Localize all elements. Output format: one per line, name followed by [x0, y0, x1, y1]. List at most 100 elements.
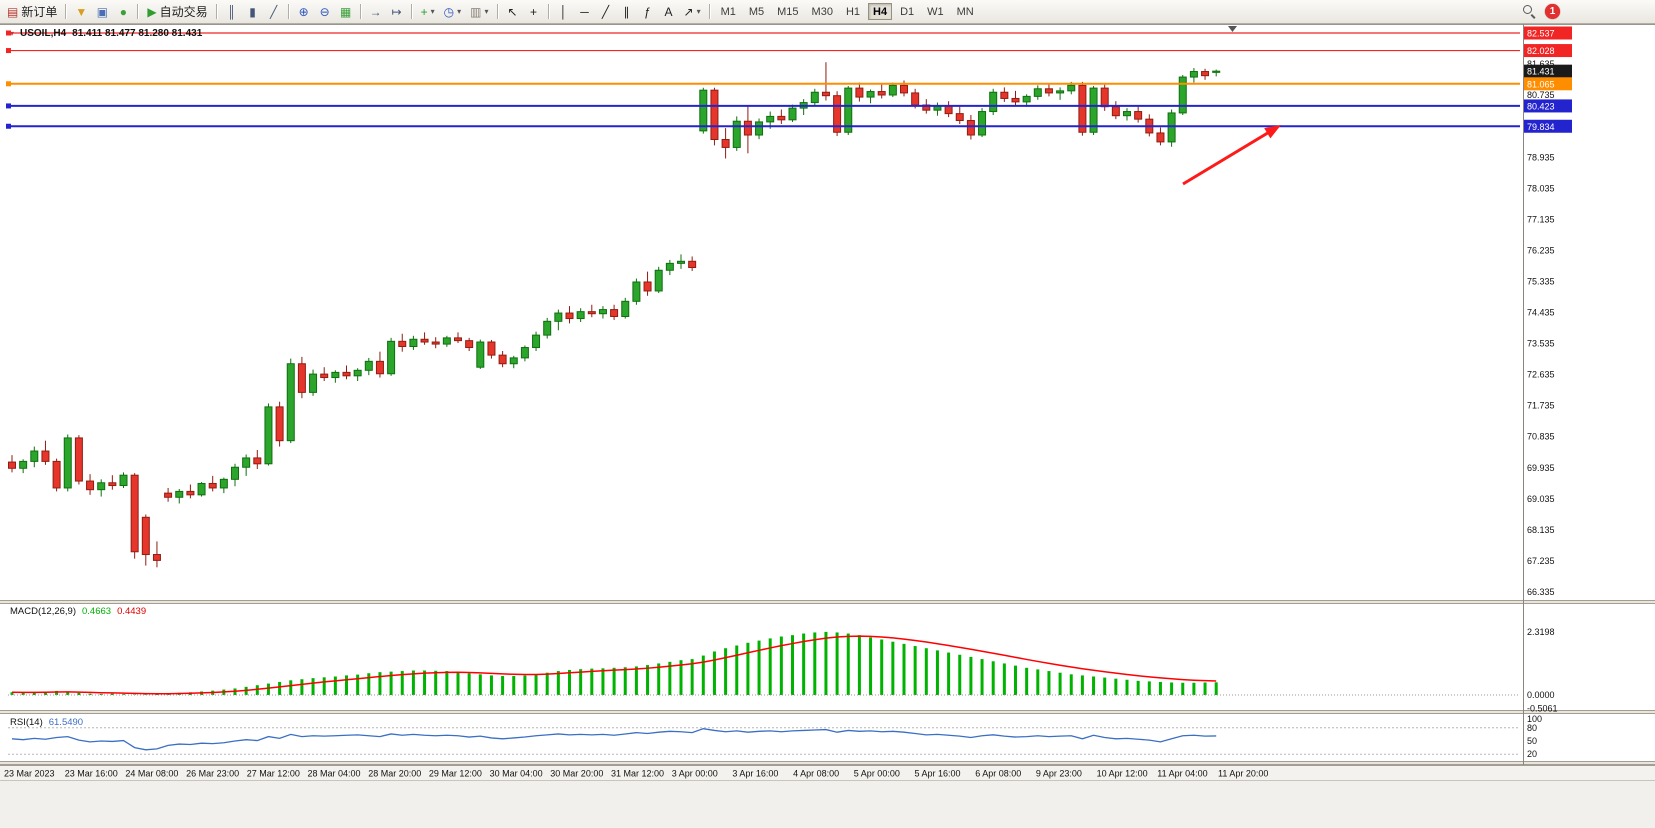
svg-text:10 Apr 12:00: 10 Apr 12:00 [1097, 769, 1148, 779]
vertical-line-icon: │ [559, 4, 568, 19]
candle [309, 373, 318, 393]
timeframe-w1-button[interactable]: W1 [922, 3, 949, 20]
line-anchor-handle[interactable] [6, 103, 11, 109]
text-button[interactable]: A [659, 2, 679, 22]
profiles-button[interactable]: ▼ [71, 2, 91, 22]
candle [888, 84, 897, 96]
candle [1167, 112, 1176, 143]
svg-text:79.834: 79.834 [1527, 122, 1555, 132]
candle [387, 340, 396, 375]
chart-canvas[interactable]: 2.3198 0.0000 -0.5061 100 80 50 20 23 Mar 2023 2… [0, 24, 1655, 780]
candle [532, 334, 541, 349]
timeframe-h1-button[interactable]: H1 [841, 3, 865, 20]
chart-shift-icon: ↦ [391, 4, 402, 19]
fibonacci-icon: ƒ [644, 4, 651, 19]
cursor-button[interactable]: ↖ [503, 2, 523, 22]
arrows-button[interactable]: ↗ ▾ [680, 2, 705, 22]
svg-text:2.3198: 2.3198 [1527, 627, 1555, 637]
candle [1067, 84, 1076, 92]
fibonacci-button[interactable]: ƒ [638, 2, 658, 22]
line-anchor-handle[interactable] [6, 81, 11, 87]
candlestick-chart-button[interactable]: ▮ [243, 2, 263, 22]
line-anchor-handle[interactable] [6, 30, 11, 36]
zoom-out-icon: ⊖ [319, 4, 330, 19]
candlestick-icon: ▮ [249, 4, 256, 19]
candle [1011, 97, 1020, 103]
svg-text:31 Mar 12:00: 31 Mar 12:00 [611, 769, 664, 779]
line-anchor-handle[interactable] [6, 123, 11, 129]
timeframe-h4-button[interactable]: H4 [868, 3, 893, 20]
candle [543, 320, 552, 336]
svg-text:71.735: 71.735 [1527, 401, 1555, 411]
timeframe-m15-button[interactable]: M15 [772, 3, 803, 20]
candle [164, 492, 173, 498]
notification-badge[interactable]: 1 [1545, 4, 1560, 19]
svg-text:5 Apr 16:00: 5 Apr 16:00 [915, 769, 961, 779]
svg-text:70.835: 70.835 [1527, 432, 1555, 442]
candle [732, 120, 741, 148]
candle [97, 482, 106, 491]
candle [1123, 111, 1131, 117]
price-tag [1524, 119, 1572, 133]
price-tag [1524, 44, 1572, 58]
zoom-in-button[interactable]: ⊕ [294, 2, 314, 22]
svg-text:11 Apr 04:00: 11 Apr 04:00 [1157, 769, 1207, 779]
svg-text:11 Apr 20:00: 11 Apr 20:00 [1218, 769, 1268, 779]
zoom-out-button[interactable]: ⊖ [315, 2, 335, 22]
toolbar-separator [547, 4, 550, 19]
candle [900, 84, 908, 94]
line-anchor-handle[interactable] [6, 48, 11, 54]
svg-text:100: 100 [1527, 714, 1542, 724]
refresh-button[interactable]: ● [113, 2, 133, 22]
candle [509, 357, 518, 365]
svg-text:0.0000: 0.0000 [1527, 690, 1555, 700]
crosshair-button[interactable]: + [524, 2, 544, 22]
channel-button[interactable]: ∥ [617, 2, 637, 22]
candle [1033, 88, 1042, 97]
chart-shift-marker[interactable] [1228, 26, 1237, 32]
candle [19, 460, 28, 469]
svg-text:28 Mar 04:00: 28 Mar 04:00 [308, 769, 361, 779]
timeframe-m1-button[interactable]: M1 [716, 3, 741, 20]
chart-window-icon: ▣ [96, 4, 109, 19]
candle [520, 347, 529, 359]
candle [264, 406, 273, 465]
candle [587, 311, 596, 315]
search-icon[interactable] [1523, 5, 1536, 18]
svg-text:73.535: 73.535 [1527, 339, 1555, 349]
svg-text:67.235: 67.235 [1527, 556, 1555, 566]
annotation-arrow[interactable] [1182, 125, 1281, 186]
auto-scroll-button[interactable]: → [366, 2, 386, 22]
svg-text:66.335: 66.335 [1527, 587, 1555, 597]
candle [554, 312, 563, 322]
line-chart-button[interactable]: ╱ [264, 2, 284, 22]
horizontal-line-button[interactable]: ─ [575, 2, 595, 22]
chart-shift-button[interactable]: ↦ [387, 2, 407, 22]
candle [487, 341, 496, 356]
candlestick-series [8, 62, 1221, 568]
candle [643, 281, 652, 292]
indicators-button[interactable]: + ▾ [417, 2, 439, 22]
svg-text:82.537: 82.537 [1527, 29, 1555, 39]
candle [598, 309, 607, 315]
candle [108, 482, 117, 487]
vertical-line-button[interactable]: │ [554, 2, 574, 22]
timeframe-m5-button[interactable]: M5 [744, 3, 769, 20]
candle [141, 516, 150, 556]
trendline-button[interactable]: ╱ [596, 2, 616, 22]
autotrading-button[interactable]: ▶ 自动交易 [143, 2, 211, 22]
periods-button[interactable]: ◷ ▾ [440, 2, 466, 22]
timeframe-m30-button[interactable]: M30 [807, 3, 838, 20]
channel-icon: ∥ [623, 4, 630, 19]
candle [1178, 76, 1187, 114]
charts-button[interactable]: ▣ [92, 2, 112, 22]
bar-chart-button[interactable]: ║ [222, 2, 242, 22]
candle [788, 107, 797, 121]
svg-text:50: 50 [1527, 736, 1537, 746]
templates-button[interactable]: ▥ ▾ [466, 2, 492, 22]
timeframe-mn-button[interactable]: MN [952, 3, 979, 20]
tile-windows-button[interactable]: ▦ [336, 2, 356, 22]
new-order-button[interactable]: ▤ 新订单 [3, 2, 61, 22]
timeframe-d1-button[interactable]: D1 [895, 3, 919, 20]
